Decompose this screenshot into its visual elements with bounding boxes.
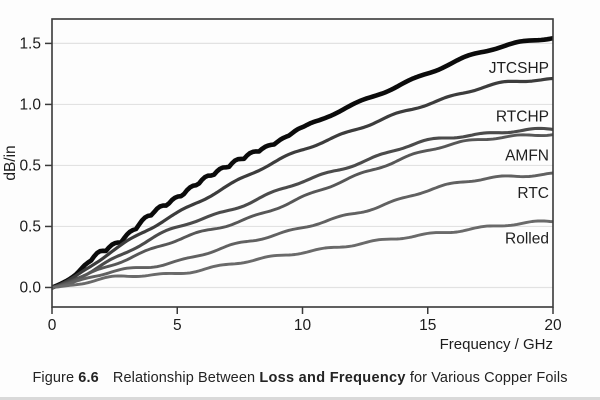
x-tick-label: 15	[419, 317, 436, 334]
x-tick-label: 10	[294, 317, 312, 334]
chart-canvas: 1.5 1.0 0.5 0.5 0.0 0 5 10 15 20 JTCSHP RTCHP AMFN R…	[2, 18, 562, 353]
y-tick-label: 0.0	[19, 279, 41, 296]
caption-text-before: Relationship Between	[112, 370, 256, 386]
y-tick-label: 0.5	[19, 218, 41, 235]
x-tick-label: 0	[48, 317, 57, 334]
curve-label-jtcshp: JTCSHP	[489, 60, 549, 77]
curve-label-rolled: Rolled	[505, 231, 549, 248]
x-tick-label: 5	[173, 317, 182, 334]
curve-rtc	[52, 171, 553, 289]
caption-figure-word: Figure	[32, 370, 75, 386]
y-tick-label: 1.5	[19, 35, 41, 52]
caption-text-after: for Various Copper Foils	[409, 370, 568, 386]
caption-figure-number: 6.6	[78, 370, 99, 386]
curve-label-amfn: AMFN	[505, 148, 549, 165]
y-tick-label: 1.0	[19, 96, 41, 113]
curve-amfn	[52, 133, 553, 289]
ticks-layer: 1.5 1.0 0.5 0.5 0.0 0 5 10 15 20	[19, 35, 562, 334]
curve-rtchp	[52, 126, 553, 290]
y-axis-title: dB/in	[2, 145, 19, 180]
curve-label-rtc: RTC	[517, 185, 549, 202]
curve-labels-layer: JTCSHP RTCHP AMFN RTC Rolled	[489, 60, 549, 248]
plot-border	[51, 18, 554, 308]
y-tick-label: 0.5	[19, 157, 41, 174]
image-bottom-edge	[0, 397, 600, 400]
curve-top-black	[52, 35, 553, 290]
curve-jtcshp	[52, 76, 553, 290]
x-tick-label: 20	[544, 317, 562, 334]
curve-label-rtchp: RTCHP	[496, 109, 549, 126]
curves-layer	[52, 35, 553, 290]
figure-caption: Figure 6.6 Relationship Between Loss and…	[0, 370, 600, 386]
caption-bold-text: Loss and Frequency	[259, 370, 406, 386]
curve-rolled	[52, 219, 553, 289]
x-axis-title: Frequency / GHz	[440, 336, 553, 353]
